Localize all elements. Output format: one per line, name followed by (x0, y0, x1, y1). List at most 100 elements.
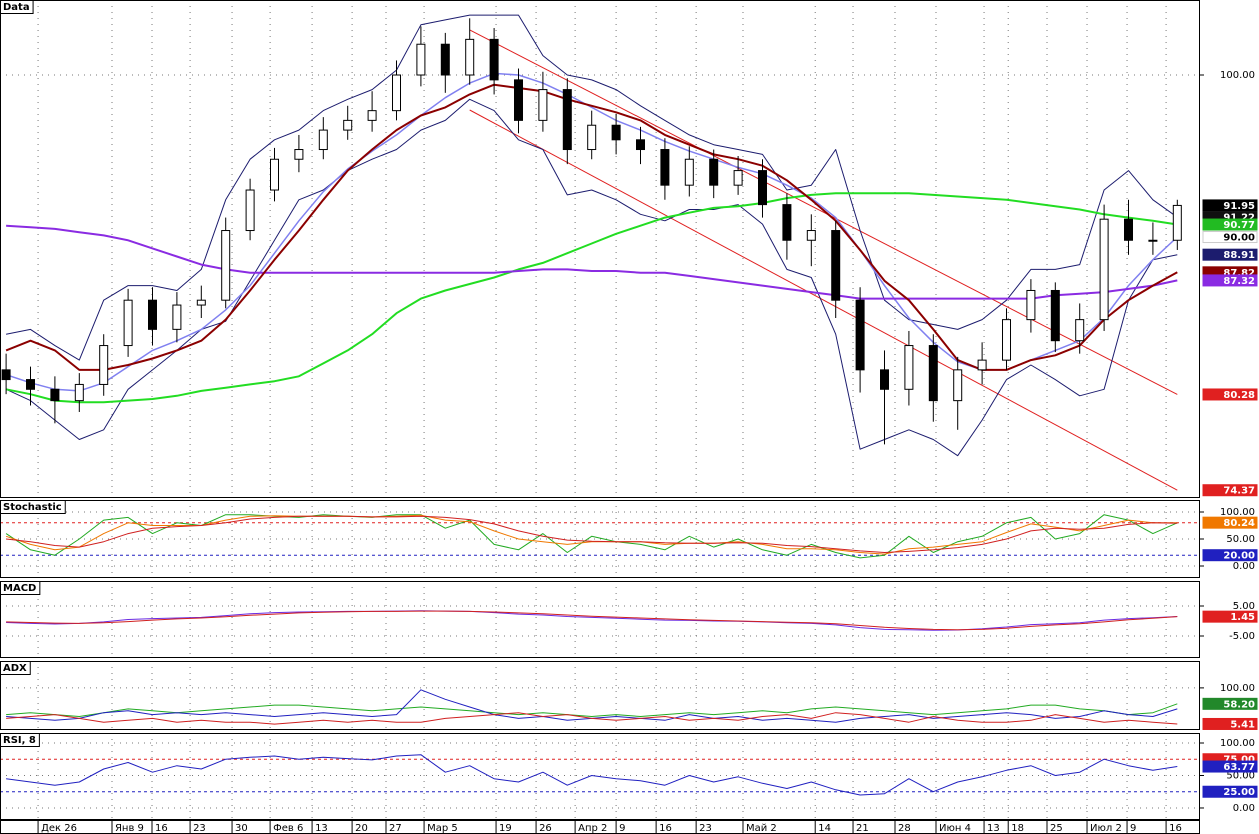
candle-body (562, 89, 572, 151)
value-badge (1202, 760, 1258, 773)
x-tick-label: 16 (155, 823, 168, 834)
value-badge (1202, 717, 1258, 730)
value-badge (1202, 199, 1258, 212)
value-badge (1202, 231, 1258, 244)
panel-title-box (0, 0, 34, 14)
y-tick-label: 100.00 (1220, 683, 1255, 694)
candle-body (270, 158, 280, 191)
x-tick-label: Май 2 (746, 823, 777, 834)
x-tick-label: 14 (818, 823, 831, 834)
panel-title-box (0, 661, 31, 675)
candle-body (294, 149, 304, 160)
value-badge-label: 74.37 (1223, 486, 1255, 497)
candle-body (611, 124, 621, 141)
panel-title: Stochastic (3, 502, 62, 513)
x-tick-label: Янв 9 (115, 823, 144, 834)
candle-body (1, 369, 11, 381)
indicator-line (6, 703, 1178, 717)
candle-body (99, 345, 109, 385)
candle-body (758, 170, 768, 206)
x-tick-label: 16 (659, 823, 672, 834)
candle-body (1172, 204, 1182, 241)
overlay-line (5, 192, 1178, 404)
value-badge (1202, 388, 1258, 401)
y-tick-label: 5.00 (1233, 601, 1255, 612)
candle-body (1148, 239, 1158, 242)
panel-title: RSI, 8 (3, 735, 36, 746)
y-tick-label: 50.00 (1226, 770, 1255, 781)
panel (0, 661, 1200, 730)
overlay-line (6, 14, 1178, 361)
y-tick-label: 50.00 (1226, 534, 1255, 545)
x-tick-label: 18 (1011, 823, 1024, 834)
candle-body (1075, 319, 1085, 342)
candle-body (392, 74, 402, 112)
value-badge-label: 20.00 (1223, 551, 1255, 562)
candle-body (1026, 289, 1036, 321)
candle-body (367, 110, 377, 121)
candle-body (196, 299, 206, 306)
candle-body (538, 89, 548, 121)
panel-title-box (0, 581, 41, 595)
value-badge-label: 88.91 (1223, 250, 1255, 261)
value-badge (1202, 516, 1258, 529)
trend-line (469, 109, 1178, 491)
panel-title: ADX (3, 663, 27, 674)
x-tick-label: 9 (1130, 823, 1136, 834)
candle-body (440, 43, 450, 76)
candle-body (953, 369, 963, 402)
panel-title-box (0, 733, 40, 747)
panel (0, 0, 1200, 498)
candle-body (26, 379, 36, 390)
indicator-line (6, 610, 1178, 631)
value-badge-label: 90.77 (1223, 220, 1255, 231)
panel-title: MACD (3, 583, 36, 594)
candle-body (148, 299, 158, 330)
x-tick-label: Апр 2 (578, 823, 607, 834)
x-tick-label: 23 (193, 823, 206, 834)
y-tick-label: 100.00 (1220, 70, 1255, 81)
x-tick-label: 19 (499, 823, 512, 834)
x-tick-label: 30 (235, 823, 248, 834)
panel (0, 500, 1200, 578)
candle-body (1099, 218, 1109, 321)
candle-body (684, 158, 694, 186)
x-tick-label: Фев 6 (273, 823, 303, 834)
panel-frame (0, 500, 1200, 578)
value-badge-label: 90.00 (1223, 233, 1255, 244)
value-badge-label: 63.77 (1223, 762, 1255, 773)
indicator-line (6, 754, 1178, 796)
x-tick-label: 13 (987, 823, 1000, 834)
panel-title-box (0, 500, 66, 514)
candle-body (977, 359, 987, 371)
y-tick-label: 0.00 (1233, 803, 1255, 814)
value-badge-label: 75.00 (1223, 755, 1255, 766)
value-badge (1202, 484, 1258, 497)
candle-body (782, 204, 792, 241)
value-badge (1202, 785, 1258, 798)
x-tick-label: 13 (315, 823, 328, 834)
candle-body (1002, 319, 1012, 361)
x-tick-label: 16 (1169, 823, 1182, 834)
value-badge-label: 5.41 (1230, 719, 1255, 730)
value-badge (1202, 697, 1258, 710)
x-tick-label: Мар 5 (427, 823, 458, 834)
value-badge (1202, 610, 1258, 623)
x-tick-label: 27 (389, 823, 402, 834)
value-badge-label: 91.22 (1223, 213, 1255, 224)
x-tick-label: 20 (355, 823, 368, 834)
candle-body (1050, 289, 1060, 342)
candle-body (465, 38, 475, 76)
x-tick-label: Июл 2 (1090, 823, 1122, 834)
candle-body (904, 345, 914, 390)
candle-body (123, 299, 133, 347)
value-badge (1202, 274, 1258, 287)
x-tick-label: Дек 26 (41, 823, 77, 834)
candle-body (74, 383, 84, 402)
candle-body (831, 230, 841, 301)
value-badge-label: 91.95 (1223, 201, 1255, 212)
candle-body (709, 158, 719, 186)
x-tick-label: 25 (1050, 823, 1063, 834)
candle-body (245, 189, 255, 232)
